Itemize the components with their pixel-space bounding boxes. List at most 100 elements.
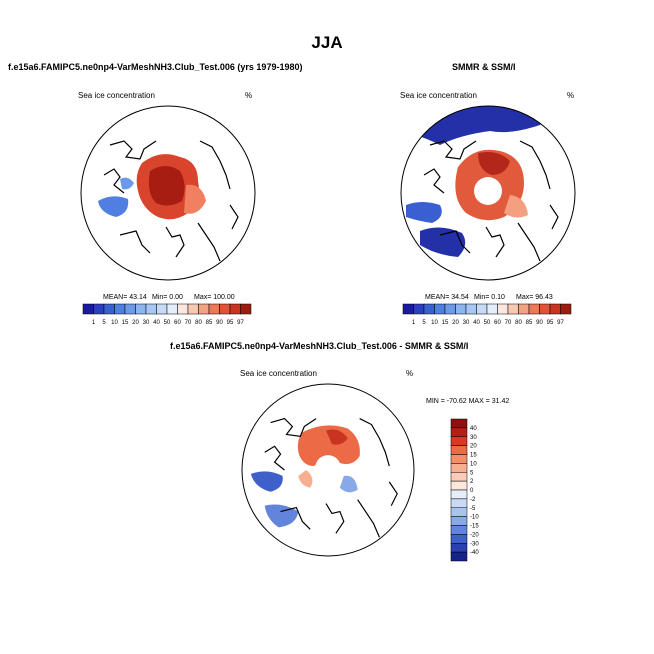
panel2-colorbar-tick-label: 10 — [431, 320, 438, 326]
panel3-colorbar-swatch — [450, 445, 468, 455]
panel3-pole-hole — [315, 455, 341, 481]
panel1-colorbar-swatch — [103, 303, 115, 315]
panel3-negative-east — [339, 475, 358, 493]
panel1-colorbar-swatch — [135, 303, 147, 315]
panel1-ice-core — [148, 166, 185, 206]
panel2-colorbar-swatch — [455, 303, 467, 315]
panel2-polar-map — [400, 105, 576, 281]
panel1-max: Max= 100.00 — [194, 294, 235, 301]
panel3-colorbar-tick-label: -20 — [470, 532, 479, 538]
panel2-open-water-west — [406, 202, 442, 223]
panel1-colorbar-swatch — [240, 303, 252, 315]
panel2-colorbar-swatch — [402, 303, 414, 315]
panel3-colorbar-tick-label: 15 — [470, 453, 477, 459]
panel1-colorbar-swatch — [93, 303, 105, 315]
panel2-colorbar-swatch — [549, 303, 561, 315]
panel1-units-label: % — [245, 91, 253, 100]
panel2-colorbar-swatch — [539, 303, 551, 315]
panel3-title: f.e15a6.FAMIPC5.ne0np4-VarMeshNH3.Club_T… — [170, 341, 469, 351]
panel1-colorbar-swatch — [198, 303, 210, 315]
panel3-colorbar-tick-label: -2 — [470, 497, 476, 503]
panel2-colorbar-tick-label: 85 — [526, 320, 533, 326]
panel1-colorbar: 1 5 10 15 20 30 40 50 60 70 80 85 90 95 97 — [82, 303, 252, 326]
panel1-colorbar-tick-label: 95 — [227, 320, 234, 326]
panel3-colorbar-swatch — [450, 498, 468, 508]
panel1-colorbar-swatch — [82, 303, 94, 315]
panel2-colorbar-tick-label: 15 — [442, 320, 449, 326]
panel1-colorbar-swatch — [187, 303, 199, 315]
panel3-colorbar-tick-label: 40 — [470, 426, 477, 432]
page-title: JJA — [311, 33, 343, 52]
panel3-weak-positive — [298, 470, 313, 488]
panel3-colorbar-swatch — [450, 454, 468, 464]
panel1-colorbar-tick-label: 97 — [237, 320, 244, 326]
panel1-colorbar-swatch — [219, 303, 231, 315]
panel3-coastlines — [264, 417, 398, 538]
panel1-colorbar-tick-label: 15 — [122, 320, 129, 326]
panel1-colorbar-tick-label: 30 — [143, 320, 150, 326]
panel3-colorbar-swatch — [450, 463, 468, 473]
panel3-colorbar-tick-label: 5 — [470, 470, 474, 476]
panel3-polar-map — [241, 383, 415, 557]
panel3-colorbar-tick-label: -30 — [470, 541, 479, 547]
panel1-colorbar-tick-label: 20 — [132, 320, 139, 326]
panel1-colorbar-swatch — [229, 303, 241, 315]
panel1-baffin-ice — [120, 177, 134, 190]
panel1-polar-map — [80, 105, 256, 281]
panel2-colorbar-swatch — [518, 303, 530, 315]
panel2-ice-margin — [504, 195, 528, 218]
panel3-colorbar-swatch — [450, 516, 468, 526]
panel2-open-water-south — [420, 227, 466, 257]
panel2-colorbar-tick-label: 70 — [505, 320, 512, 326]
panel3-colorbar-tick-label: 0 — [470, 488, 474, 494]
panel2-colorbar-swatch — [497, 303, 509, 315]
panel2-coastlines — [423, 140, 559, 262]
panel2-colorbar-tick-label: 90 — [536, 320, 543, 326]
panel2-units-label: % — [567, 91, 575, 100]
panel3-colorbar-swatch — [450, 436, 468, 446]
panel2-colorbar-tick-label: 50 — [484, 320, 491, 326]
panel2-colorbar-swatch — [486, 303, 498, 315]
panel1-coastlines — [103, 140, 239, 262]
panel1-colorbar-tick-label: 10 — [111, 320, 118, 326]
panel1-title: f.e15a6.FAMIPC5.ne0np4-VarMeshNH3.Club_T… — [8, 62, 303, 72]
panel2-colorbar-tick-label: 95 — [547, 320, 554, 326]
panel2-colorbar-swatch — [560, 303, 572, 315]
panel3-colorbar-swatch — [450, 427, 468, 437]
panel1-colorbar-tick-label: 70 — [185, 320, 192, 326]
panel2-colorbar-swatch — [413, 303, 425, 315]
panel2-colorbar-swatch — [528, 303, 540, 315]
panel3-negative-south — [264, 504, 299, 528]
panel1-colorbar-tick-label: 40 — [153, 320, 160, 326]
panel1-colorbar-swatch — [166, 303, 178, 315]
panel2-min: Min= 0.10 — [474, 294, 505, 301]
panel3-colorbar-tick-label: -40 — [470, 550, 479, 556]
panel2-pole-hole — [474, 177, 502, 205]
panel1-colorbar-tick-label: 60 — [174, 320, 181, 326]
panel3-colorbar-swatch — [450, 551, 468, 562]
panel1-colorbar-swatch — [156, 303, 168, 315]
panel2-colorbar-swatch — [444, 303, 456, 315]
panel2-colorbar-tick-label: 5 — [422, 320, 426, 326]
panel3-colorbar-swatch — [450, 543, 468, 553]
panel1-colorbar-tick-label: 85 — [206, 320, 213, 326]
panel2-colorbar-tick-label: 1 — [412, 320, 416, 326]
panel2-colorbar-swatch — [507, 303, 519, 315]
panel1-colorbar-swatch — [145, 303, 157, 315]
panel3-colorbar-swatch — [450, 489, 468, 500]
panel3-units-label: % — [406, 369, 414, 378]
panel2-title: SMMR & SSM/I — [452, 62, 516, 72]
panel2-mean: MEAN= 34.54 — [425, 294, 469, 301]
panel3-colorbar-swatch — [450, 507, 468, 517]
panel2-colorbar-tick-label: 20 — [452, 320, 459, 326]
panel1-colorbar-tick-label: 80 — [195, 320, 202, 326]
panel1-variable-label: Sea ice concentration — [78, 91, 155, 100]
panel3-variable-label: Sea ice concentration — [240, 369, 317, 378]
panel1-colorbar-swatch — [208, 303, 220, 315]
panel2-colorbar-tick-label: 80 — [515, 320, 522, 326]
panel1-colorbar-tick-label: 90 — [216, 320, 223, 326]
panel1-colorbar-swatch — [114, 303, 126, 315]
panel3-colorbar-tick-label: -15 — [470, 524, 479, 530]
panel1-colorbar-tick-label: 1 — [92, 320, 96, 326]
